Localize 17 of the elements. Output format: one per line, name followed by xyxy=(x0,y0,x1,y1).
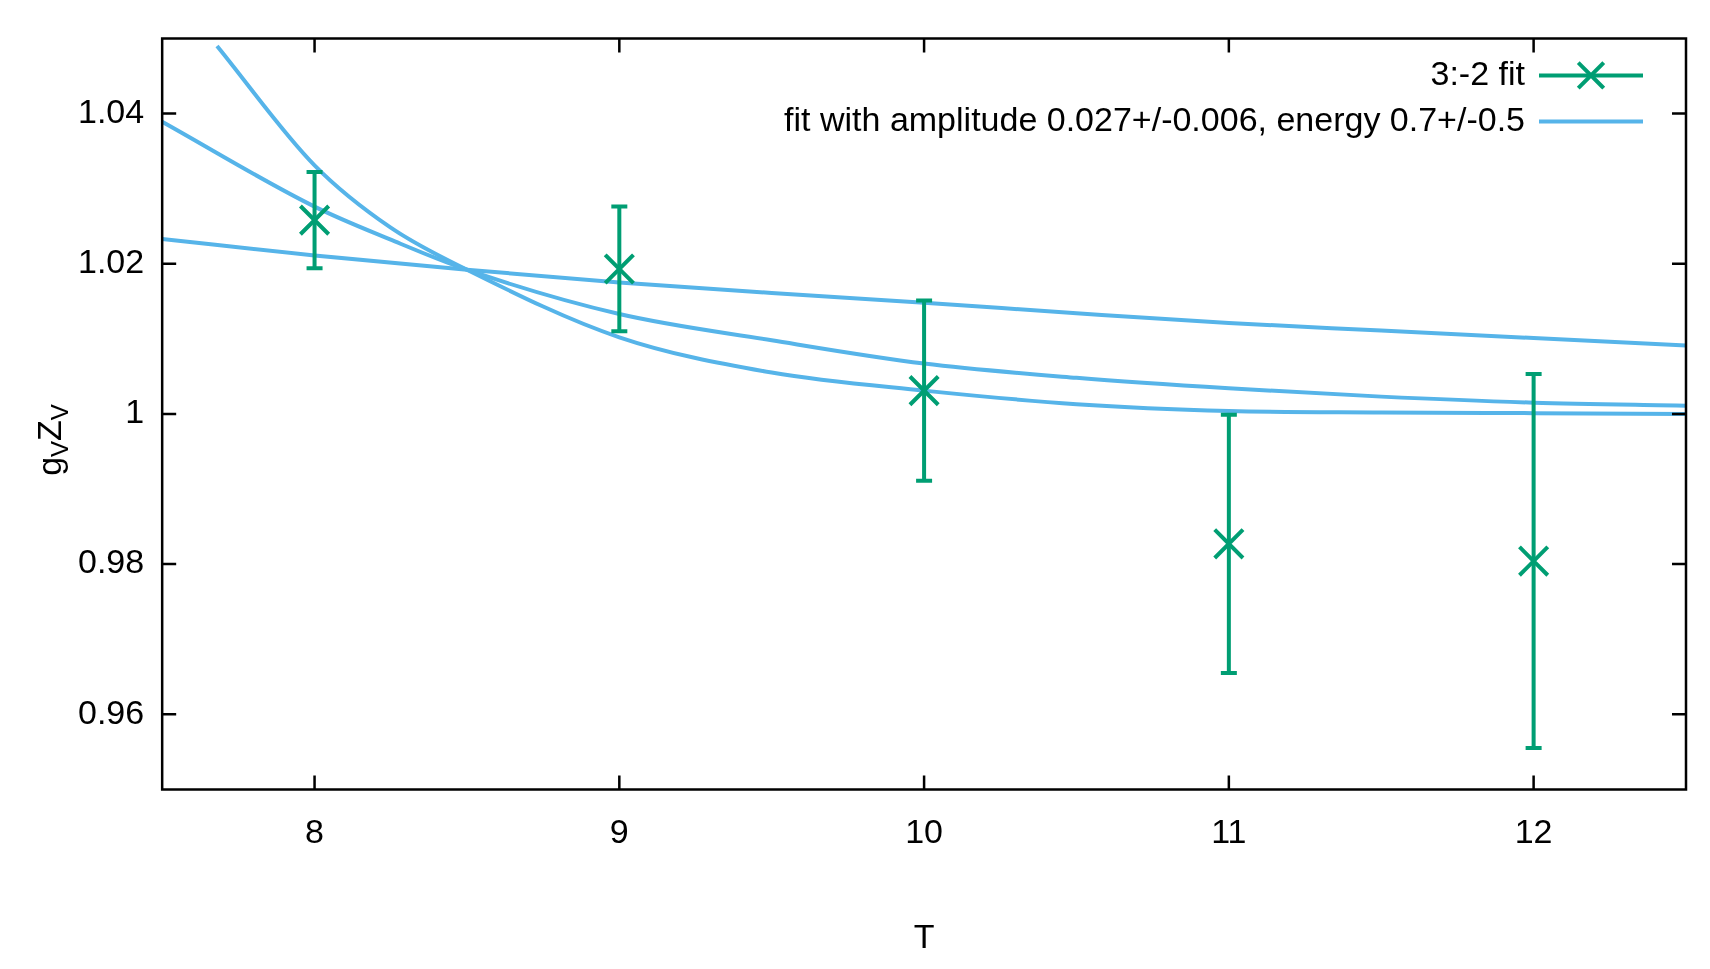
x-tick-label: 9 xyxy=(609,812,629,851)
legend-label: 3:-2 fit xyxy=(1430,53,1526,92)
x-tick-label: 11 xyxy=(1211,812,1247,851)
x-tick-label: 12 xyxy=(1514,812,1553,851)
legend-label: fit with amplitude 0.027+/-0.006, energy 0.7+/-0.5 xyxy=(784,99,1525,138)
point xyxy=(1212,527,1245,560)
y-tick-label: 0.98 xyxy=(77,542,145,581)
y-tick-label: 1 xyxy=(125,392,145,431)
x-tick-label: 10 xyxy=(905,812,943,851)
x-tick-label: 8 xyxy=(305,812,325,851)
y-tick-label: 1.02 xyxy=(77,242,145,281)
point xyxy=(603,252,636,286)
point xyxy=(298,204,331,237)
y-tick-label: 1.04 xyxy=(77,91,145,130)
x-axis-title: T xyxy=(913,916,935,955)
y-tick-label: 0.96 xyxy=(77,692,145,731)
point xyxy=(1517,544,1550,578)
